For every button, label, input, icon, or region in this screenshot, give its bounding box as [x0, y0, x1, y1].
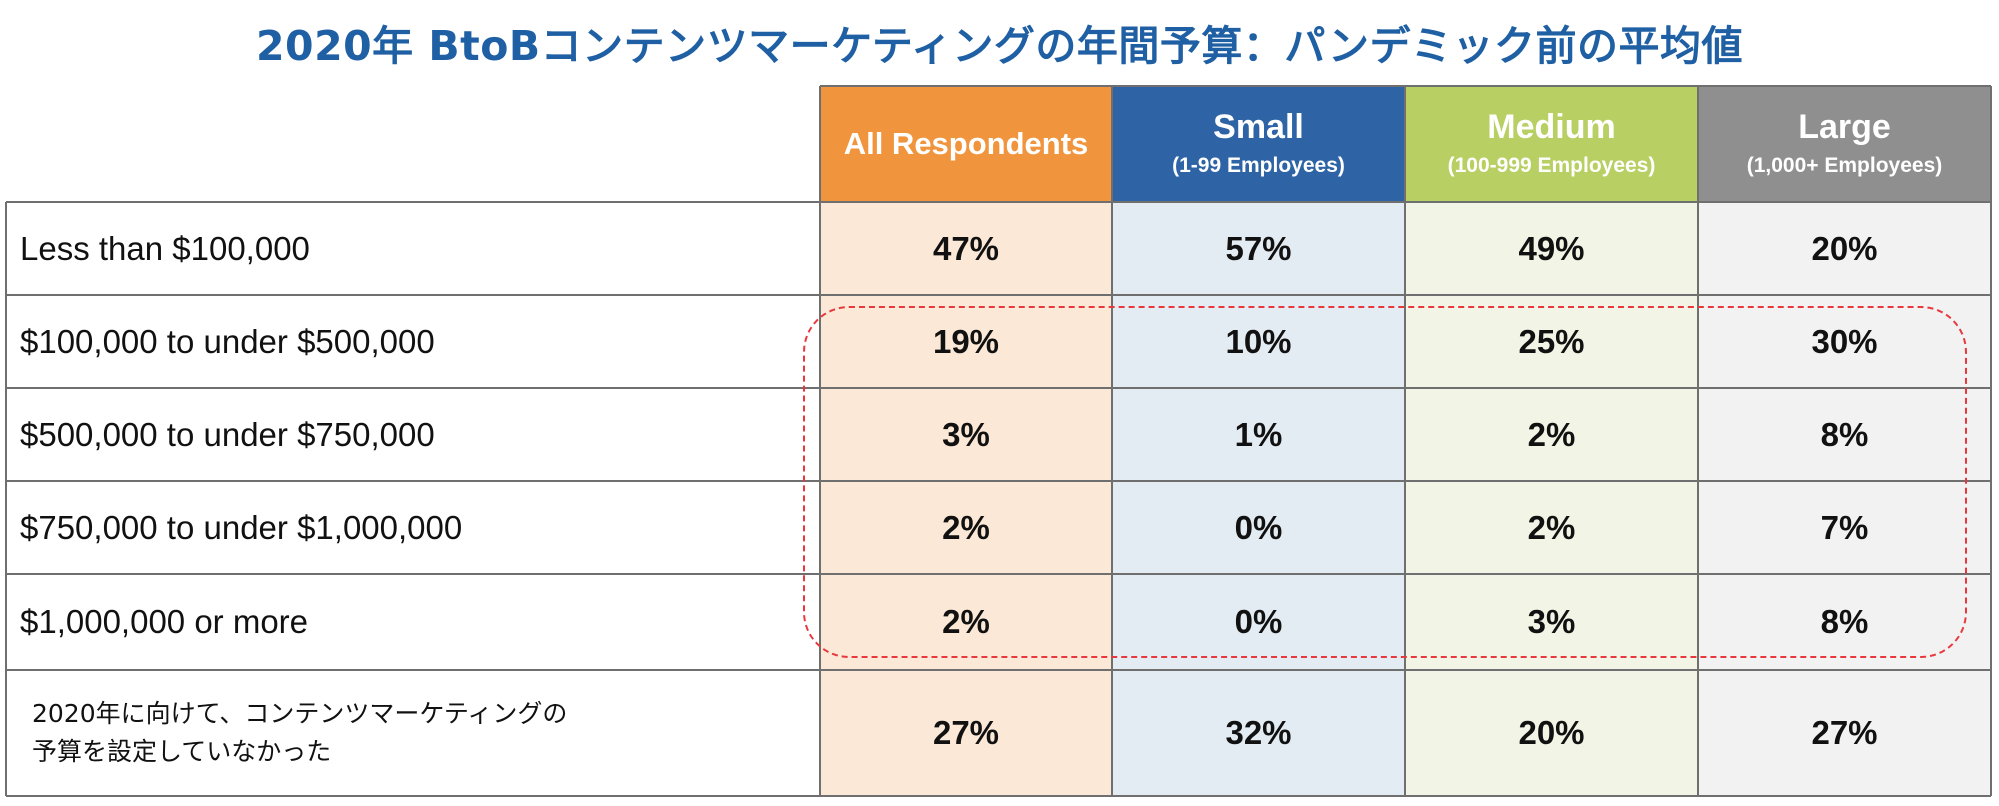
column-header-subtitle: (1-99 Employees): [1172, 154, 1345, 177]
row-label: $750,000 to under $1,000,000: [20, 508, 463, 546]
row-divider: [6, 480, 1991, 482]
column-background: [820, 202, 1112, 796]
table-cell-value: 20%: [1518, 714, 1585, 751]
table-cell-value: 8%: [1820, 603, 1869, 640]
column-header-name: All Respondents: [843, 126, 1089, 161]
table-cell-value: 3%: [942, 415, 990, 453]
column-divider: [1111, 86, 1113, 796]
row-divider: [6, 573, 1991, 575]
column-header: Small (1-99 Employees): [1112, 86, 1405, 202]
row-divider: [6, 201, 1991, 203]
column-header: All Respondents: [820, 86, 1112, 202]
row-label: $1,000,000 or more: [20, 603, 309, 640]
table-cell-value: 2%: [1527, 415, 1576, 453]
table-cell-value: 0%: [1234, 508, 1283, 546]
column-background: [1112, 202, 1405, 796]
column-header-subtitle: (1,000+ Employees): [1746, 154, 1943, 177]
column-header-name: Medium: [1487, 108, 1616, 146]
header-top-border: [820, 85, 1991, 87]
row-label: Less than $100,000: [20, 229, 310, 267]
table-cell-value: 1%: [1234, 415, 1283, 453]
table-cell-value: 2%: [942, 603, 990, 640]
column-header: Medium (100-999 Employees): [1405, 86, 1698, 202]
table-cell-value: 3%: [1527, 603, 1576, 640]
row-label: 2020年に向けて、コンテンツマーケティングの 予算を設定していなかった: [32, 699, 568, 766]
table-cell-value: 30%: [1811, 322, 1878, 360]
column-background: [1405, 202, 1698, 796]
column-header: Large (1,000+ Employees): [1698, 86, 1991, 202]
table-cell-value: 27%: [932, 714, 1000, 751]
table-cell-value: 2%: [942, 508, 990, 546]
column-header-name: Large: [1798, 108, 1891, 146]
table-cell-value: 2%: [1527, 508, 1576, 546]
row-divider: [6, 795, 1991, 797]
table-cell-value: 20%: [1811, 229, 1878, 267]
column-header-subtitle: (100-999 Employees): [1447, 154, 1656, 177]
table-cell-value: 32%: [1225, 714, 1292, 751]
column-divider: [819, 86, 821, 796]
table-cell-value: 19%: [932, 322, 1000, 360]
row-divider: [6, 387, 1991, 389]
chart-title: 2020年 BtoBコンテンツマーケティングの年間予算：パンデミック前の平均値: [256, 22, 1743, 70]
column-background: [1698, 202, 1991, 796]
table-cell-value: 7%: [1820, 508, 1869, 546]
column-divider: [1697, 86, 1699, 796]
table-cell-value: 25%: [1518, 322, 1585, 360]
row-divider: [6, 669, 1991, 671]
table-cell-value: 49%: [1518, 229, 1585, 267]
table-cell-value: 27%: [1811, 714, 1878, 751]
column-header-name: Small: [1213, 108, 1304, 146]
table-cell-value: 8%: [1820, 415, 1869, 453]
column-divider: [1404, 86, 1406, 796]
table-cell-value: 0%: [1234, 603, 1283, 640]
table-cell-value: 57%: [1225, 229, 1292, 267]
row-label: $500,000 to under $750,000: [20, 415, 435, 453]
column-divider: [1990, 86, 1992, 796]
column-divider: [5, 202, 7, 796]
row-divider: [6, 294, 1991, 296]
row-label: $100,000 to under $500,000: [20, 322, 435, 360]
table-cell-value: 47%: [932, 229, 1000, 267]
table-cell-value: 10%: [1225, 322, 1292, 360]
